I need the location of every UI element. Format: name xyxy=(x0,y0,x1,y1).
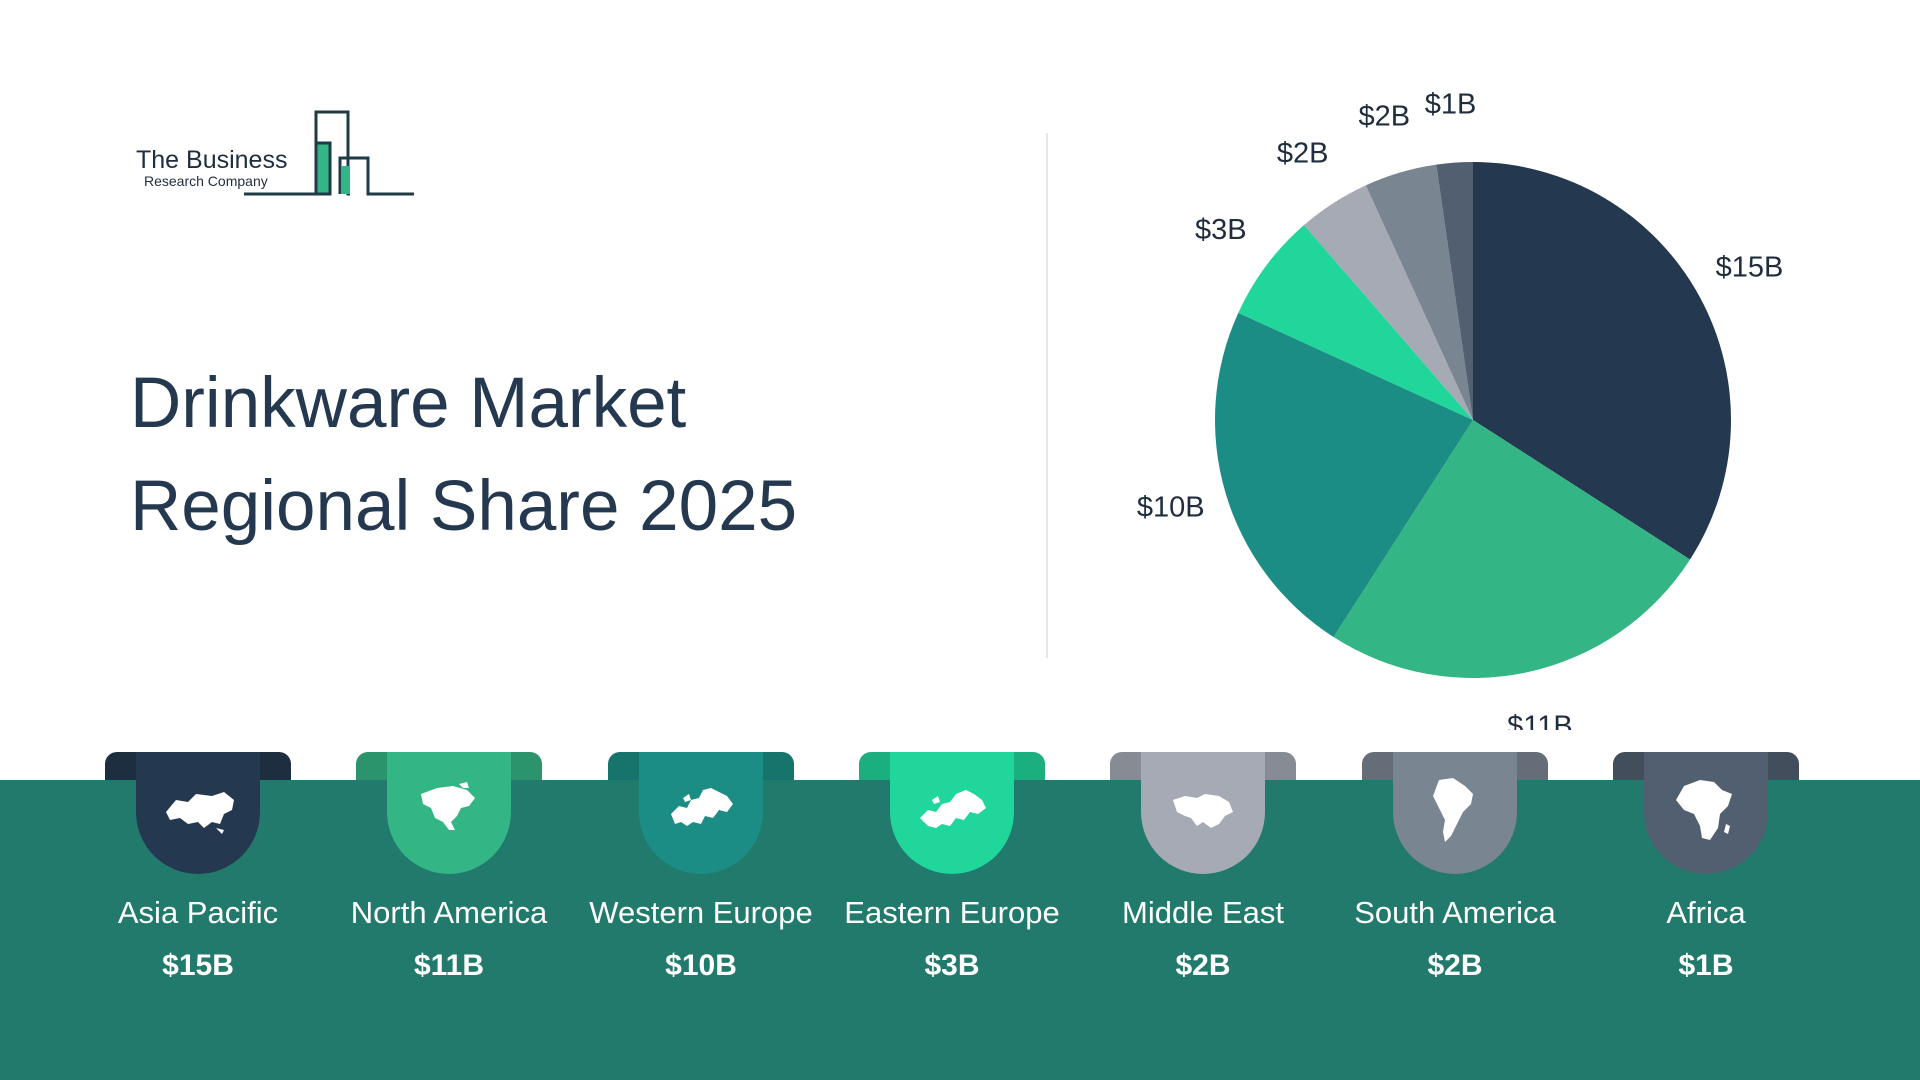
page-title: Drinkware Market Regional Share 2025 xyxy=(130,352,950,558)
region-name: Eastern Europe xyxy=(844,895,1060,930)
pie-label-middle-east: $2B xyxy=(1277,138,1329,170)
pie-label-north-america: $11B xyxy=(1507,710,1573,730)
region-value: $11B xyxy=(413,949,485,982)
pie-slice-western-europe xyxy=(1215,312,1473,638)
logo-subtitle: Research Company xyxy=(144,173,268,189)
pie-label-africa: $1B xyxy=(1425,90,1477,120)
asia-map-icon xyxy=(166,792,234,834)
pie-label-south-america: $2B xyxy=(1358,100,1410,132)
region-north-america: North America $11B xyxy=(351,752,606,992)
company-logo: The Business Research Company xyxy=(132,108,422,198)
region-value: $2B xyxy=(1175,949,1231,982)
pie-label-eastern-europe: $3B xyxy=(1195,214,1247,246)
region-name: Western Europe xyxy=(589,895,813,930)
logo-name: The Business xyxy=(136,146,288,174)
region-badge xyxy=(1141,752,1265,874)
western-europe-map-icon xyxy=(671,788,733,826)
region-badge xyxy=(890,752,1014,874)
region-name: South America xyxy=(1354,895,1556,930)
title-line-2: Regional Share 2025 xyxy=(130,467,798,546)
region-badge xyxy=(639,752,763,874)
region-value: $2B xyxy=(1427,949,1483,982)
region-middle-east: Middle East $2B xyxy=(1110,752,1360,992)
pie-slice-middle-east xyxy=(1304,185,1473,420)
pie-slice-north-america xyxy=(1333,420,1691,678)
region-africa: Africa $1B xyxy=(1613,752,1863,992)
pie-label-western-europe: $10B xyxy=(1137,491,1205,523)
divider xyxy=(1046,133,1048,658)
pie-label-asia-pacific: $15B xyxy=(1716,252,1784,284)
pie-slice-south-america xyxy=(1365,164,1473,420)
region-name: Middle East xyxy=(1122,895,1284,930)
region-badge xyxy=(136,752,260,874)
region-name: Africa xyxy=(1666,895,1746,930)
region-name: North America xyxy=(350,895,548,930)
region-badge xyxy=(1393,752,1517,874)
region-western-europe: Western Europe $10B xyxy=(589,752,858,992)
middle-east-map-icon xyxy=(1173,794,1233,828)
region-value: $1B xyxy=(1678,949,1734,982)
region-eastern-europe: Eastern Europe $3B xyxy=(844,752,1109,992)
region-value: $15B xyxy=(162,949,234,982)
region-name: Asia Pacific xyxy=(117,895,279,930)
pie-slice-asia-pacific xyxy=(1473,162,1731,560)
south-america-map-icon xyxy=(1433,778,1473,842)
pie-slice-africa xyxy=(1436,162,1473,420)
region-value: $3B xyxy=(924,949,980,982)
pie-slice-eastern-europe xyxy=(1238,225,1473,420)
region-value: $10B xyxy=(665,949,737,982)
north-america-map-icon xyxy=(421,782,475,830)
logo-buildings-graphic xyxy=(244,110,414,196)
region-south-america: South America $2B xyxy=(1354,752,1612,992)
region-badge xyxy=(1644,752,1768,874)
title-line-1: Drinkware Market xyxy=(130,364,687,443)
africa-map-icon xyxy=(1676,780,1732,840)
pie-chart: $15B $11B $10B $3B $2B $2B $1B xyxy=(1137,90,1784,730)
eastern-europe-map-icon xyxy=(920,790,986,828)
region-badge xyxy=(387,752,511,874)
region-asia-pacific: Asia Pacific $15B xyxy=(105,752,355,992)
